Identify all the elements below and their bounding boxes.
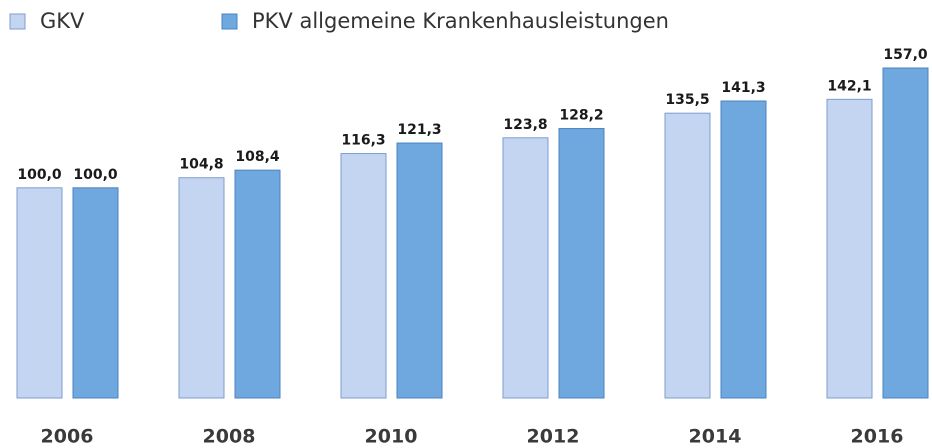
value-label: 104,8 [179, 157, 223, 173]
x-tick-label: 2010 [365, 426, 418, 448]
bar [502, 137, 549, 399]
bar [882, 67, 929, 399]
x-tick-label: 2012 [527, 426, 580, 448]
value-label: 100,0 [73, 167, 118, 183]
legend-label: PKV allgemeine Krankenhausleistungen [252, 9, 669, 33]
bar [558, 128, 605, 399]
bar [16, 187, 63, 399]
x-tick-label: 2006 [41, 426, 94, 448]
value-label: 142,1 [827, 78, 871, 94]
bar [720, 100, 767, 399]
value-label: 135,5 [665, 92, 709, 108]
legend-swatch [9, 13, 26, 30]
x-tick-label: 2008 [203, 426, 256, 448]
bar [664, 112, 711, 399]
bar [72, 187, 119, 399]
value-label: 121,3 [397, 122, 441, 138]
bar [826, 98, 873, 399]
x-tick-label: 2014 [689, 426, 742, 448]
x-tick-label: 2016 [851, 426, 904, 448]
bar [178, 177, 225, 399]
bar [234, 169, 281, 399]
value-label: 116,3 [341, 133, 385, 149]
value-label: 108,4 [235, 149, 280, 165]
legend-label: GKV [40, 9, 85, 33]
value-label: 100,0 [17, 167, 62, 183]
bar [340, 153, 387, 399]
legend-swatch [221, 13, 238, 30]
value-label: 123,8 [503, 117, 547, 133]
bar [396, 142, 443, 399]
value-label: 157,0 [883, 47, 928, 63]
value-label: 128,2 [559, 108, 603, 124]
value-label: 141,3 [721, 80, 765, 96]
